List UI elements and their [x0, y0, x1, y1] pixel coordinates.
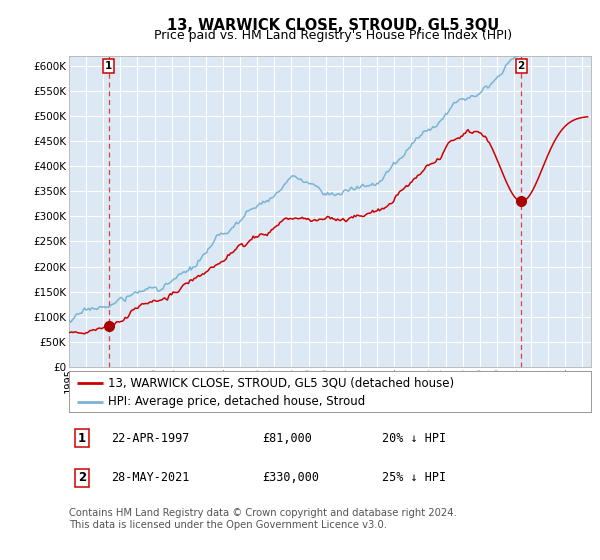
Text: 1: 1 — [105, 60, 112, 71]
Text: £330,000: £330,000 — [262, 472, 319, 484]
Text: £81,000: £81,000 — [262, 432, 312, 445]
Text: Contains HM Land Registry data © Crown copyright and database right 2024.
This d: Contains HM Land Registry data © Crown c… — [69, 508, 457, 530]
Text: 28-MAY-2021: 28-MAY-2021 — [111, 472, 189, 484]
Text: 1: 1 — [78, 432, 86, 445]
Text: 20% ↓ HPI: 20% ↓ HPI — [382, 432, 446, 445]
Text: 13, WARWICK CLOSE, STROUD, GL5 3QU: 13, WARWICK CLOSE, STROUD, GL5 3QU — [167, 18, 499, 33]
Text: Price paid vs. HM Land Registry's House Price Index (HPI): Price paid vs. HM Land Registry's House … — [154, 29, 512, 42]
Text: 2: 2 — [517, 60, 524, 71]
Text: 25% ↓ HPI: 25% ↓ HPI — [382, 472, 446, 484]
Text: 2: 2 — [78, 472, 86, 484]
Text: 13, WARWICK CLOSE, STROUD, GL5 3QU (detached house): 13, WARWICK CLOSE, STROUD, GL5 3QU (deta… — [108, 376, 454, 389]
Text: HPI: Average price, detached house, Stroud: HPI: Average price, detached house, Stro… — [108, 395, 365, 408]
Text: 22-APR-1997: 22-APR-1997 — [111, 432, 189, 445]
